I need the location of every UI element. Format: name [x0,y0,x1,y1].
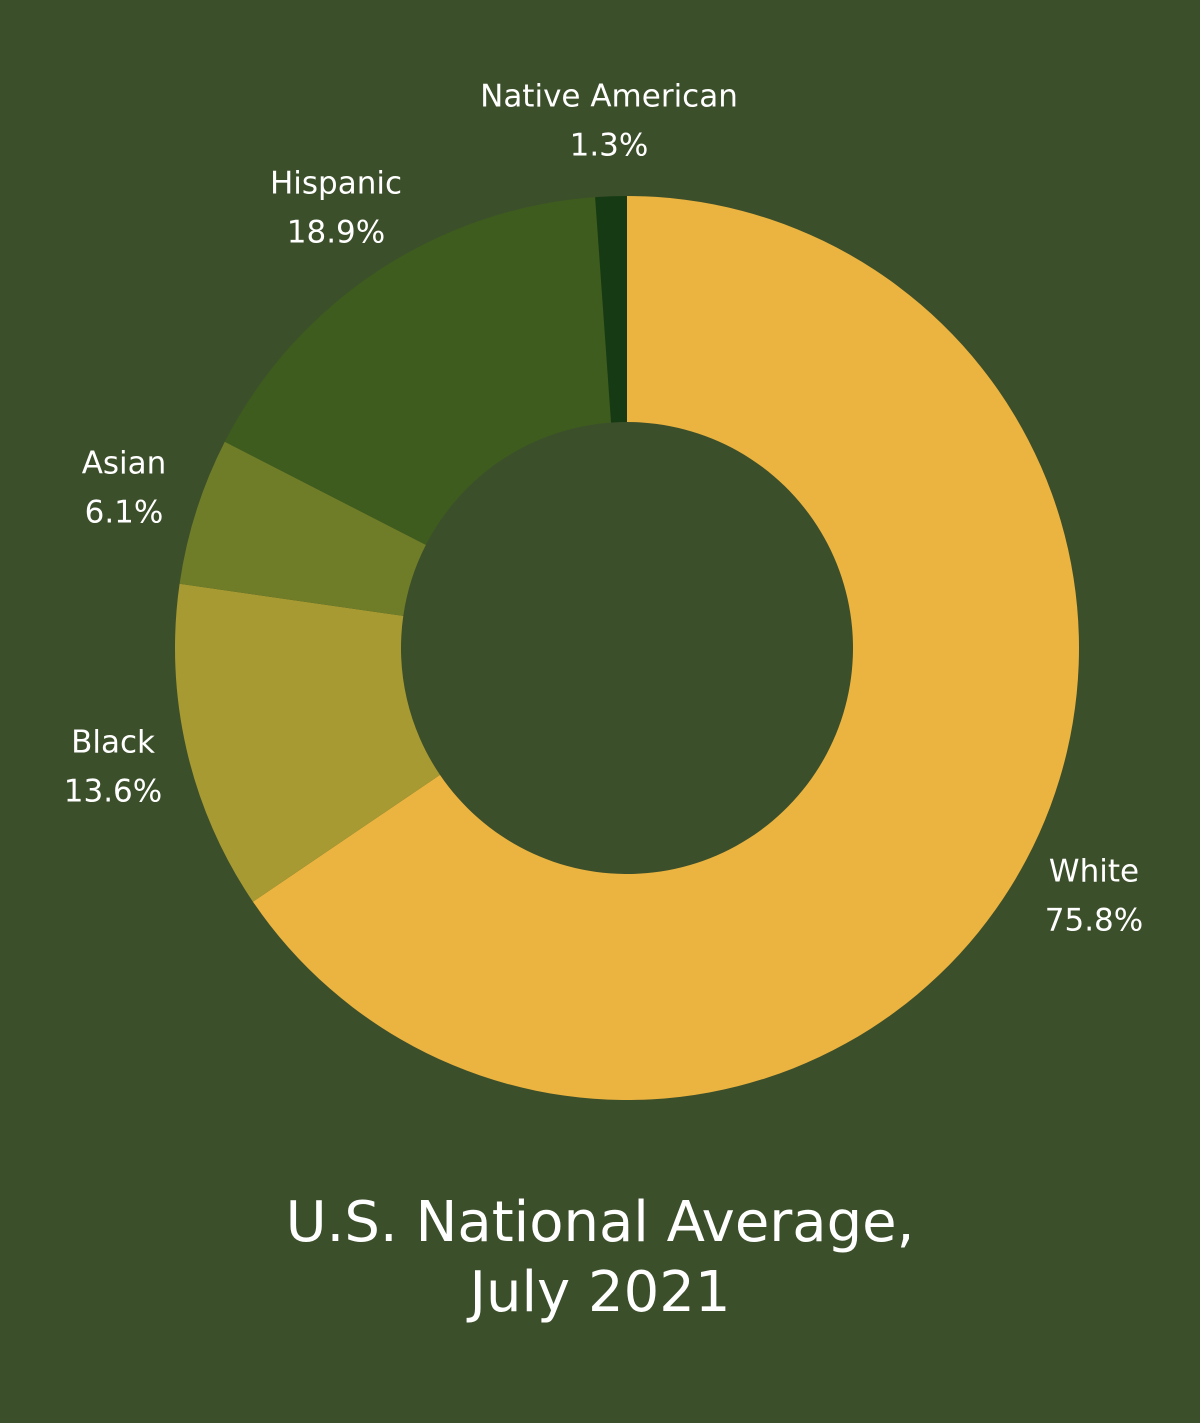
slice-label-native-american: Native American [480,79,738,115]
slice-label-asian: Asian [82,446,167,482]
slice-label-white: White [1049,854,1139,890]
slice-native-american [595,196,627,423]
slice-value-native-american: 1.3% [570,128,649,164]
slice-white [252,196,1080,1101]
chart-title-line-2: July 2021 [469,1260,731,1325]
chart-title: U.S. National Average, July 2021 [0,1188,1200,1328]
labels-layer: White 75.8% Black 13.6% Asian 6.1% Hispanic 18.… [64,79,1143,939]
slice-black [175,583,440,902]
slice-label-hispanic: Hispanic [270,166,402,202]
slice-value-hispanic: 18.9% [287,215,385,251]
slice-value-white: 75.8% [1045,903,1143,939]
slice-value-black: 13.6% [64,774,162,810]
slice-asian [179,441,426,616]
chart-title-line-1: U.S. National Average, [285,1190,915,1255]
slice-value-asian: 6.1% [85,495,164,531]
slice-label-black: Black [71,725,155,761]
slice-hispanic [224,197,612,545]
slices-layer [175,196,1080,1101]
